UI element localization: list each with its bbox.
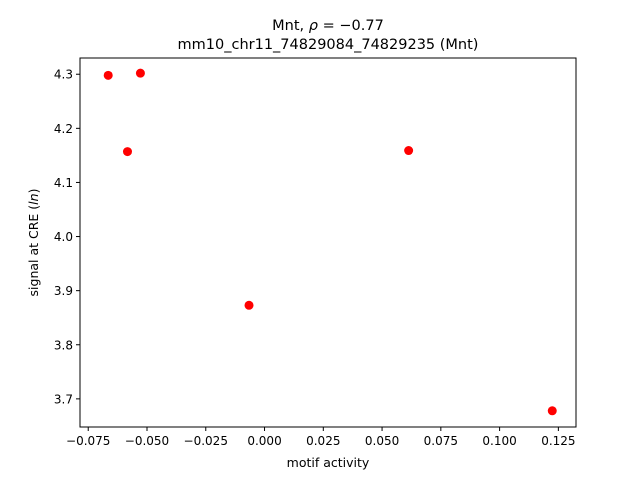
data-points <box>103 68 557 416</box>
y-axis-label: signal at CRE (ln) <box>26 189 41 297</box>
data-point <box>135 68 145 78</box>
x-tick-label: 0.025 <box>306 434 340 448</box>
y-tick-label: 4.1 <box>54 176 73 190</box>
x-tick-label: 0.050 <box>365 434 399 448</box>
data-point <box>547 406 557 416</box>
y-tick-label: 4.3 <box>54 68 73 82</box>
x-tick-label: −0.050 <box>125 434 169 448</box>
x-axis-ticks: −0.075 −0.050 −0.025 0.000 0.025 0.050 0.075 0.… <box>66 427 576 448</box>
y-axis-ticks: 3.7 3.8 3.9 4.0 4.1 4.2 4.3 <box>54 68 80 406</box>
x-tick-label: 0.000 <box>247 434 281 448</box>
x-tick-label: 0.100 <box>482 434 516 448</box>
x-axis-label: motif activity <box>287 455 370 470</box>
y-tick-label: 3.9 <box>54 284 73 298</box>
data-point <box>122 147 132 157</box>
plot-area-frame <box>79 57 577 428</box>
chart-title-line1: Mnt, ρ = −0.77 <box>272 18 384 34</box>
x-tick-label: 0.125 <box>541 434 575 448</box>
x-tick-label: 0.075 <box>424 434 458 448</box>
data-point <box>103 70 113 80</box>
x-tick-label: −0.025 <box>184 434 228 448</box>
data-point <box>404 146 414 156</box>
y-tick-label: 4.0 <box>54 230 73 244</box>
chart-title-line2: mm10_chr11_74829084_74829235 (Mnt) <box>178 37 479 53</box>
y-tick-label: 4.2 <box>54 122 73 136</box>
data-point <box>244 300 254 310</box>
y-tick-label: 3.8 <box>54 338 73 352</box>
y-tick-label: 3.7 <box>54 392 73 406</box>
x-tick-label: −0.075 <box>66 434 110 448</box>
